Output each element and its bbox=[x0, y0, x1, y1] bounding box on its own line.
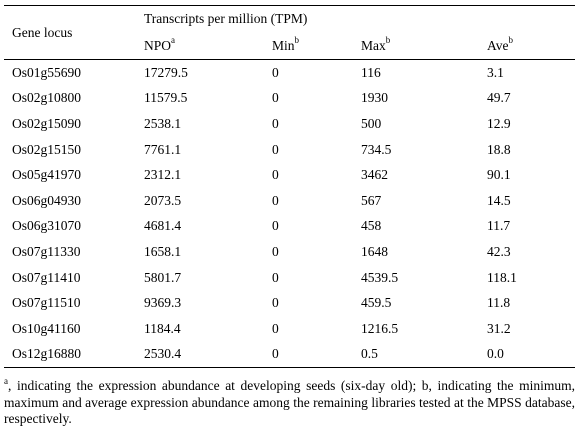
cell-max: 500 bbox=[361, 115, 382, 131]
cell-locus: Os02g10800 bbox=[12, 90, 82, 106]
cell-ave: 11.7 bbox=[487, 218, 511, 234]
header-npo-superscript: a bbox=[171, 35, 176, 45]
cell-npo: 2073.5 bbox=[144, 192, 182, 208]
cell-npo: 1658.1 bbox=[144, 243, 182, 259]
cell-ave: 11.8 bbox=[487, 295, 511, 311]
header-gene-locus: Gene locus bbox=[4, 5, 136, 60]
table-row: Os06g04930 2073.5 0 567 14.5 bbox=[4, 188, 575, 214]
header-npo: NPOa bbox=[136, 32, 264, 60]
cell-min: 0 bbox=[272, 167, 279, 183]
cell-min: 0 bbox=[272, 64, 279, 80]
cell-locus: Os02g15150 bbox=[12, 141, 82, 157]
tpm-table-container: Gene locus Transcripts per million (TPM)… bbox=[4, 5, 575, 369]
cell-max: 1930 bbox=[361, 90, 388, 106]
table-row: Os07g11410 5801.7 0 4539.5 118.1 bbox=[4, 265, 575, 291]
header-ave-superscript: b bbox=[508, 35, 514, 45]
cell-min: 0 bbox=[272, 141, 279, 157]
cell-locus: Os01g55690 bbox=[12, 64, 82, 80]
header-npo-label: NPO bbox=[144, 37, 172, 53]
cell-npo: 17279.5 bbox=[144, 64, 188, 80]
cell-min: 0 bbox=[272, 320, 279, 336]
cell-npo: 2530.4 bbox=[136, 341, 264, 369]
cell-min: 0 bbox=[272, 243, 279, 259]
table-row: Os05g41970 2312.1 0 3462 90.1 bbox=[4, 162, 575, 188]
table-row: Os07g11330 1658.1 0 1648 42.3 bbox=[4, 239, 575, 265]
cell-npo: 9369.3 bbox=[144, 295, 182, 311]
cell-locus: Os02g15090 bbox=[12, 115, 82, 131]
header-min-label: Min bbox=[272, 37, 295, 53]
cell-max: 4539.5 bbox=[361, 269, 399, 285]
cell-locus: Os07g11410 bbox=[12, 269, 81, 285]
cell-ave: 42.3 bbox=[487, 243, 511, 259]
table-row: Os12g16880 2530.4 0 0.5 0.0 bbox=[4, 341, 575, 369]
cell-max: 567 bbox=[361, 192, 382, 208]
cell-ave: 14.5 bbox=[487, 192, 511, 208]
cell-ave: 18.8 bbox=[487, 141, 511, 157]
cell-max: 1216.5 bbox=[361, 320, 399, 336]
header-ave-label: Ave bbox=[487, 37, 509, 53]
cell-ave: 90.1 bbox=[487, 167, 511, 183]
header-max-superscript: b bbox=[385, 35, 391, 45]
cell-ave: 49.7 bbox=[487, 90, 511, 106]
cell-locus: Os06g31070 bbox=[12, 218, 82, 234]
header-group-tpm: Transcripts per million (TPM) bbox=[136, 5, 575, 32]
cell-min: 0 bbox=[272, 269, 279, 285]
cell-npo: 5801.7 bbox=[144, 269, 182, 285]
cell-max: 3462 bbox=[361, 167, 388, 183]
cell-min: 0 bbox=[272, 192, 279, 208]
cell-locus: Os06g04930 bbox=[12, 192, 82, 208]
footnote-text: , indicating the expression abundance at… bbox=[4, 378, 575, 426]
cell-min: 0 bbox=[272, 218, 279, 234]
header-max: Maxb bbox=[353, 32, 479, 60]
cell-max: 459.5 bbox=[361, 295, 392, 311]
table-row: Os06g31070 4681.4 0 458 11.7 bbox=[4, 214, 575, 240]
cell-ave: 12.9 bbox=[487, 115, 511, 131]
cell-max: 1648 bbox=[361, 243, 388, 259]
table-row: Os02g15090 2538.1 0 500 12.9 bbox=[4, 111, 575, 137]
tpm-table: Gene locus Transcripts per million (TPM)… bbox=[4, 5, 575, 369]
table-row: Os01g55690 17279.5 0 116 3.1 bbox=[4, 60, 575, 86]
header-ave: Aveb bbox=[479, 32, 575, 60]
cell-max: 0.5 bbox=[353, 341, 479, 369]
cell-npo: 2538.1 bbox=[144, 115, 182, 131]
cell-ave: 0.0 bbox=[479, 341, 575, 369]
cell-min: 0 bbox=[272, 90, 279, 106]
cell-min: 0 bbox=[272, 295, 279, 311]
cell-locus: Os12g16880 bbox=[4, 341, 136, 369]
cell-locus: Os05g41970 bbox=[12, 167, 82, 183]
table-footnote: a, indicating the expression abundance a… bbox=[4, 375, 575, 428]
cell-npo: 11579.5 bbox=[144, 90, 188, 106]
cell-min: 0 bbox=[272, 115, 279, 131]
cell-npo: 4681.4 bbox=[144, 218, 182, 234]
table-body: Os01g55690 17279.5 0 116 3.1 Os02g10800 … bbox=[4, 60, 575, 369]
table-row: Os07g11510 9369.3 0 459.5 11.8 bbox=[4, 290, 575, 316]
table-row: Os02g10800 11579.5 0 1930 49.7 bbox=[4, 86, 575, 112]
table-row: Os02g15150 7761.1 0 734.5 18.8 bbox=[4, 137, 575, 163]
header-max-label: Max bbox=[361, 37, 386, 53]
cell-locus: Os10g41160 bbox=[12, 320, 81, 336]
cell-locus: Os07g11510 bbox=[12, 295, 81, 311]
cell-max: 116 bbox=[361, 64, 381, 80]
header-min: Minb bbox=[264, 32, 353, 60]
cell-ave: 31.2 bbox=[487, 320, 511, 336]
cell-locus: Os07g11330 bbox=[12, 243, 81, 259]
footnote-superscript: a bbox=[4, 375, 8, 386]
cell-npo: 1184.4 bbox=[144, 320, 181, 336]
cell-ave: 118.1 bbox=[487, 269, 517, 285]
cell-min: 0 bbox=[264, 341, 353, 369]
cell-max: 734.5 bbox=[361, 141, 392, 157]
table-row: Os10g41160 1184.4 0 1216.5 31.2 bbox=[4, 316, 575, 342]
cell-ave: 3.1 bbox=[487, 64, 504, 80]
cell-npo: 7761.1 bbox=[144, 141, 182, 157]
header-min-superscript: b bbox=[294, 35, 300, 45]
cell-npo: 2312.1 bbox=[144, 167, 182, 183]
cell-max: 458 bbox=[361, 218, 382, 234]
